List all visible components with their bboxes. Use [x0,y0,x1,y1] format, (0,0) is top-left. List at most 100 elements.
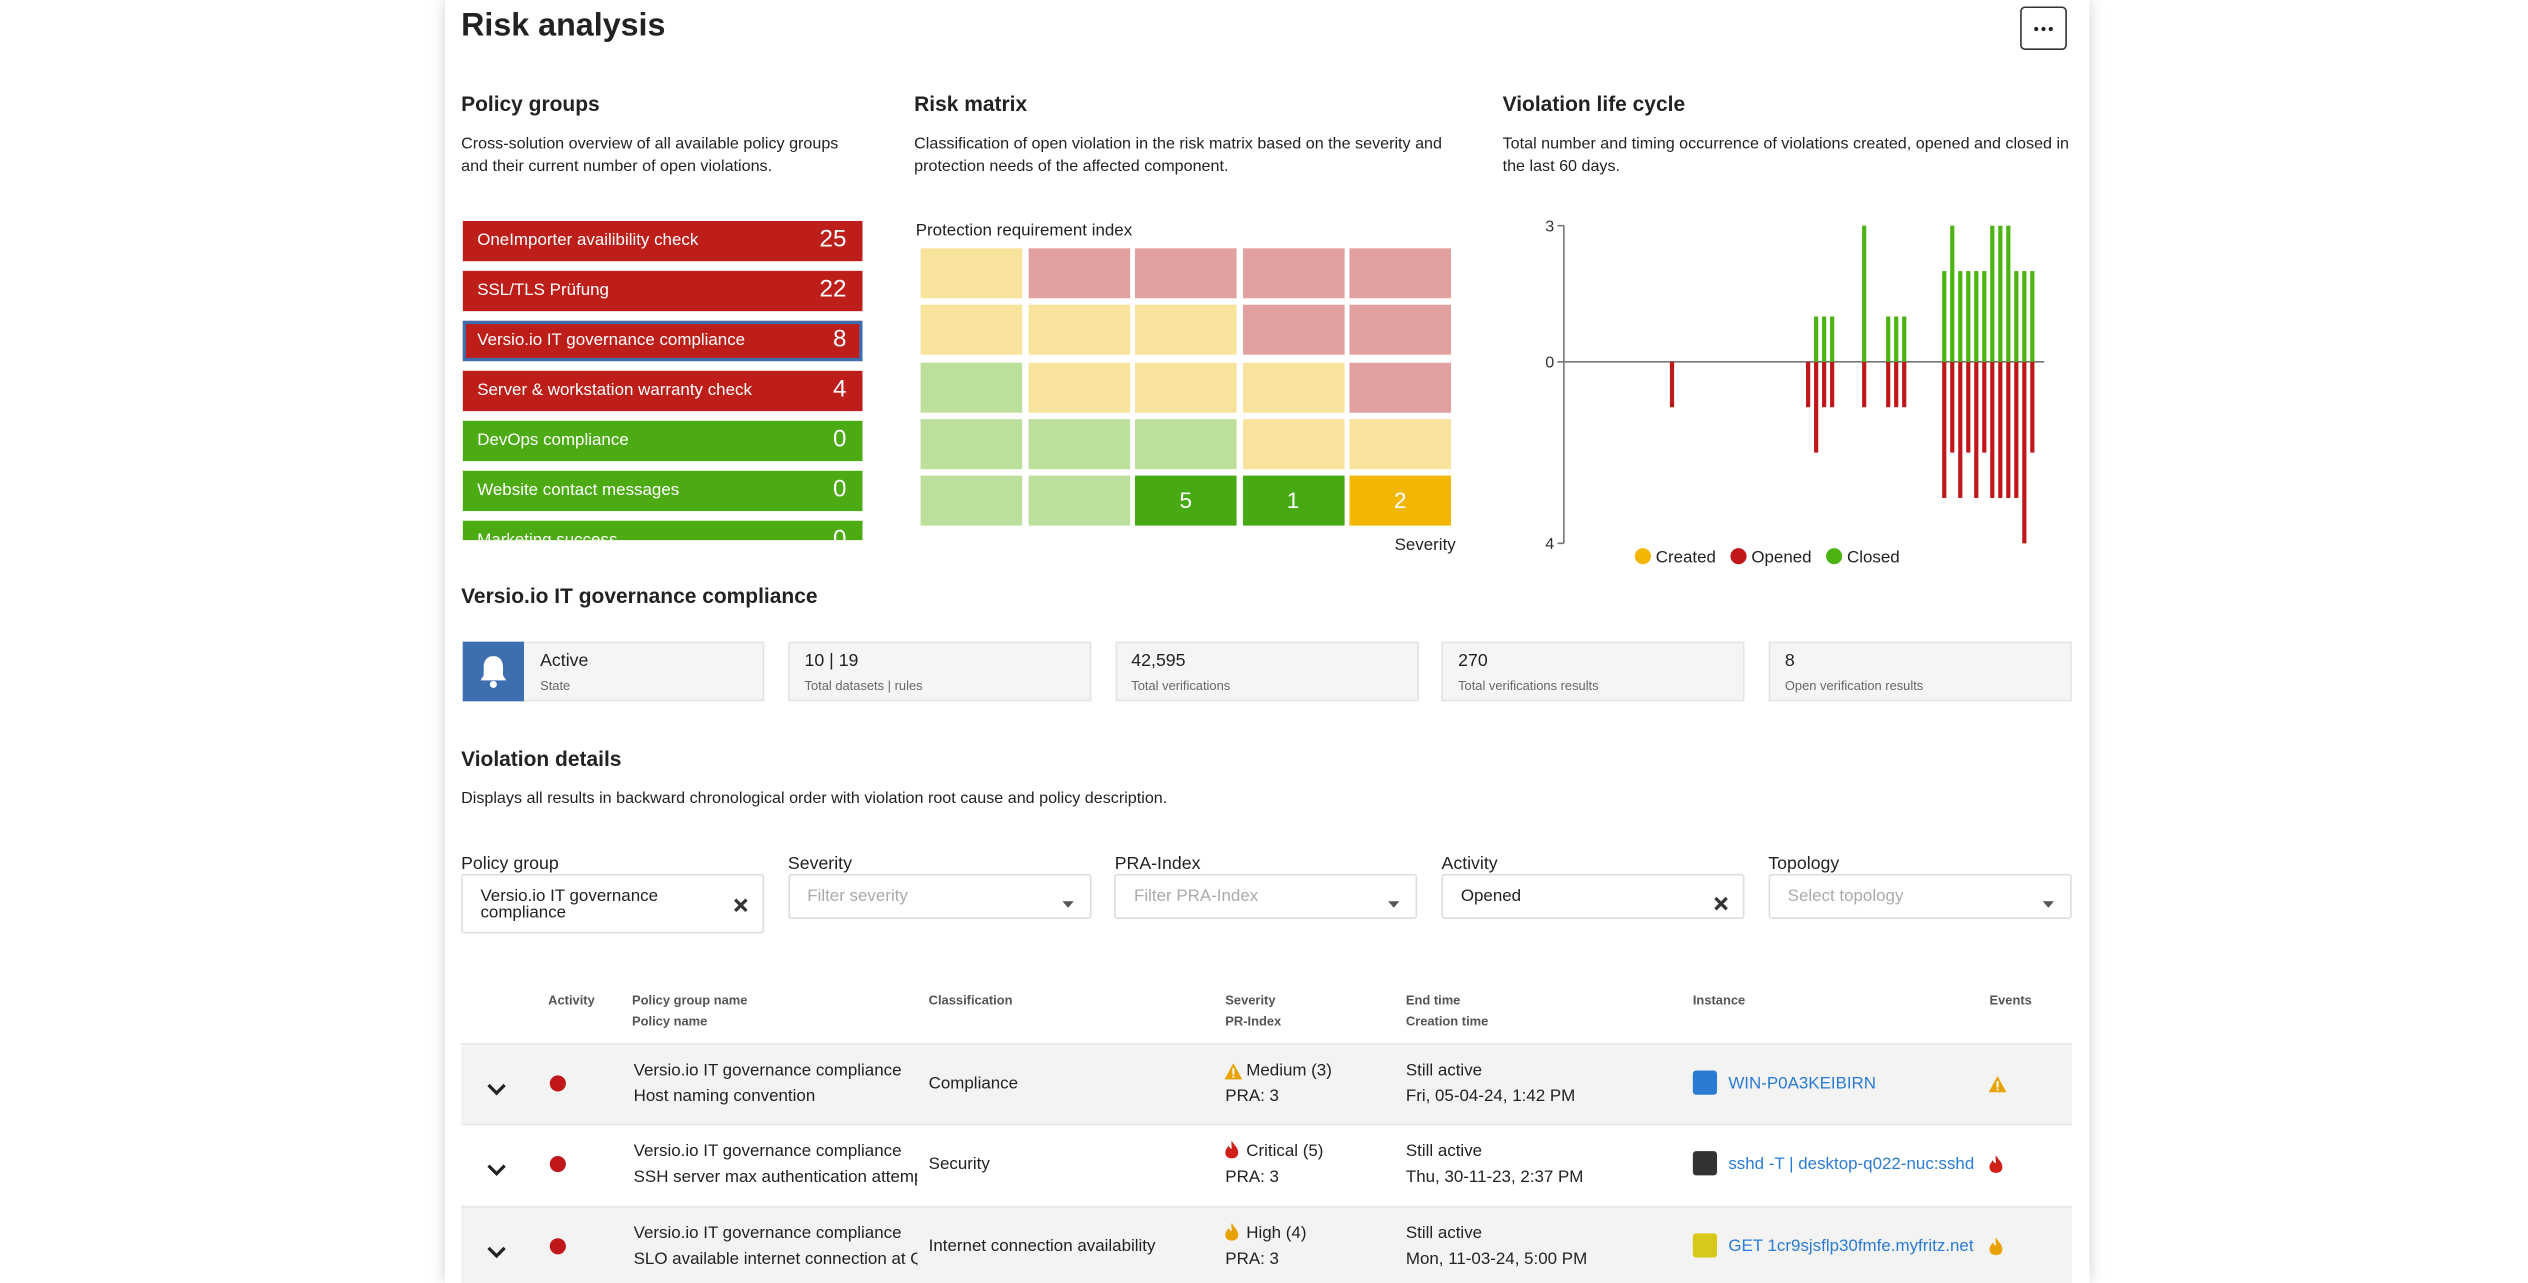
filter-placeholder: Filter severity [807,886,908,907]
policy-group-name: Marketing success [477,530,618,541]
instance-icon [1692,1070,1718,1095]
expand-chevron[interactable] [487,1238,506,1267]
bar [1822,361,1827,408]
instance-icon [1692,1151,1718,1176]
filter-value: Versio.io IT governance compliance [480,886,658,923]
stat-label: Total verifications results [1458,678,1599,694]
state-icon [462,641,524,702]
dropdown-icon[interactable] [1387,890,1402,919]
policy-group-item[interactable]: Versio.io IT governance compliance 8 [462,320,863,362]
policy-group-item[interactable]: SSL/TLS Prüfung 22 [462,270,863,312]
column-subheader: Policy name [631,1014,708,1029]
legend-label: Created [1656,548,1716,567]
bar [2030,361,2035,453]
bell-icon [480,656,507,688]
filter-input[interactable]: Opened [1441,873,1745,919]
bar [1990,225,1995,362]
matrix-cell [1027,475,1130,526]
filter-value: Opened [1460,886,1522,907]
x-icon [734,898,748,913]
matrix-cell [1135,305,1237,356]
matrix-cell [1135,419,1237,469]
life-cycle-chart: 4 0 3 Created Opened Closed [1545,217,2045,567]
instance-link[interactable]: sshd -T | desktop-q022-nuc:sshd - [1728,1154,1974,1174]
policy-group-name: DevOps compliance [477,430,629,450]
bar [1902,361,1907,408]
policy-group-item[interactable]: Website contact messages 0 [462,470,863,512]
matrix-cell [920,362,1023,413]
column-header: End time [1405,993,1461,1008]
stat-value: 42,595 [1131,651,1186,671]
matrix-value: 1 [1286,487,1300,513]
activity-dot [549,1238,566,1255]
end-time: Still active [1405,1141,1483,1161]
policy-group-name: Versio.io IT governance compliance [477,330,746,350]
chevron-icon [487,1164,506,1176]
stat-box: Active State [462,641,765,702]
table-row[interactable]: Versio.io IT governance compliance Host n… [461,1043,2072,1124]
filter-input[interactable]: Versio.io IT governance compliance [461,873,765,934]
policy-group-item[interactable]: DevOps compliance 0 [462,420,863,462]
instance-icon [1692,1233,1718,1258]
table-row[interactable]: Versio.io IT governance compliance SSH se… [461,1123,2072,1206]
clear-icon[interactable] [734,892,749,921]
stat-box: 8 Open verification results [1768,641,2072,702]
policy-group-item[interactable]: Server & workstation warranty check 4 [462,370,863,412]
bar [1982,361,1987,453]
filter-input[interactable]: Filter severity [787,873,1091,919]
bar [1942,361,1947,498]
legend-swatch [1826,548,1843,565]
dropdown-icon[interactable] [1060,890,1075,919]
bar [1886,316,1891,362]
stat-label: Open verification results [1784,678,1924,694]
bar [1966,271,1971,362]
filter-input[interactable]: Filter PRA-Index [1114,873,1418,919]
section-title: Violation details [461,746,622,771]
event-icon [1988,1235,2004,1264]
section-title: Policy groups [461,91,600,117]
pra-index: PRA: 3 [1225,1249,1279,1269]
instance-link[interactable]: GET 1cr9sjsflp30fmfe.myfritz.net [1728,1236,1974,1256]
matrix-cell [1135,362,1237,413]
activity-dot [549,1155,566,1173]
policy-group-count: 4 [832,375,847,404]
policy-group-name: Versio.io IT governance compliance [633,1223,902,1244]
bar [1862,225,1867,362]
column-header: Policy group name [631,993,748,1008]
matrix-value: 5 [1179,487,1193,513]
policy-group-item[interactable]: Marketing success 0 [462,520,863,541]
bar [1950,361,1955,453]
dropdown-icon[interactable] [2041,890,2056,919]
menu-icon [2034,26,2053,32]
matrix-cell [920,248,1023,299]
bar [1814,361,1819,453]
policy-group-count: 25 [819,225,847,254]
chevron-icon [487,1083,506,1096]
bar [1830,361,1835,408]
page-title: Risk analysis [461,8,666,44]
table-row[interactable]: Versio.io IT governance compliance SLO av… [461,1205,2072,1283]
severity-icon [1224,1138,1240,1167]
bar [1942,271,1947,362]
stat-box: 270 Total verifications results [1441,641,1746,702]
matrix-cell [1027,419,1130,469]
bar [1958,361,1963,498]
filter-input[interactable]: Select topology [1768,873,2072,919]
policy-group-item[interactable]: OneImporter availibility check 25 [462,220,863,262]
chevron-icon [487,1246,506,1259]
matrix-cell [920,305,1023,356]
matrix-cell [1027,305,1130,356]
bar [1958,271,1963,362]
caret-icon [2042,901,2054,908]
filter-label: Policy group [461,854,559,874]
expand-chevron[interactable] [487,1075,506,1104]
menu-button[interactable] [2020,6,2067,50]
policy-name: SLO available internet connection at Q [633,1249,918,1269]
instance-link[interactable]: WIN-P0A3KEIBIRN [1728,1073,1877,1094]
section-title: Versio.io IT governance compliance [461,583,818,608]
expand-chevron[interactable] [487,1156,506,1185]
clear-icon[interactable] [1714,890,1729,919]
event-icon [1988,1072,2007,1101]
severity: Medium (3) [1246,1060,1332,1081]
legend-label: Opened [1751,548,1811,567]
